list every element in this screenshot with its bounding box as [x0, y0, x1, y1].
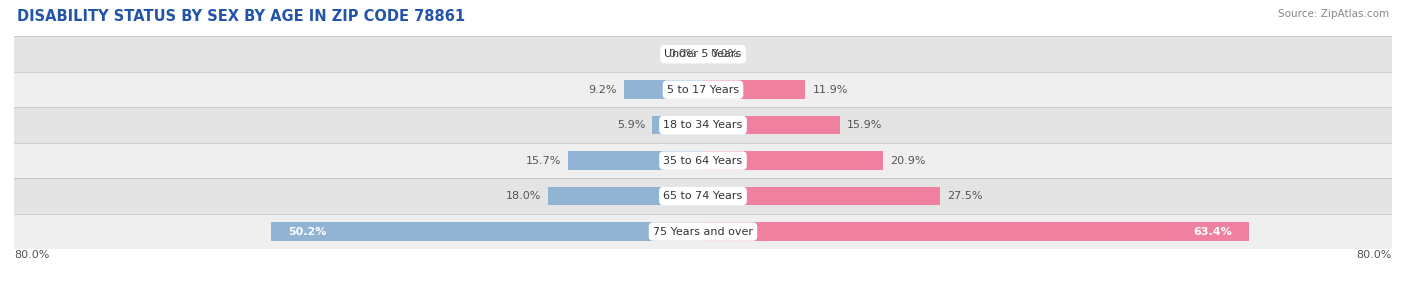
- Text: 5.9%: 5.9%: [617, 120, 645, 130]
- Text: 0.0%: 0.0%: [668, 49, 696, 59]
- Bar: [703, 81, 806, 99]
- Bar: [14, 107, 1392, 143]
- Text: 15.7%: 15.7%: [526, 156, 561, 166]
- Text: 35 to 64 Years: 35 to 64 Years: [664, 156, 742, 166]
- Bar: [568, 151, 703, 170]
- Text: 80.0%: 80.0%: [14, 250, 49, 260]
- Bar: [14, 36, 1392, 72]
- Text: 27.5%: 27.5%: [946, 191, 983, 201]
- Text: 5 to 17 Years: 5 to 17 Years: [666, 85, 740, 95]
- Text: 15.9%: 15.9%: [846, 120, 882, 130]
- Text: Source: ZipAtlas.com: Source: ZipAtlas.com: [1278, 9, 1389, 19]
- Text: DISABILITY STATUS BY SEX BY AGE IN ZIP CODE 78861: DISABILITY STATUS BY SEX BY AGE IN ZIP C…: [17, 9, 465, 24]
- Text: 11.9%: 11.9%: [813, 85, 848, 95]
- Text: Under 5 Years: Under 5 Years: [665, 49, 741, 59]
- Bar: [14, 178, 1392, 214]
- Bar: [624, 81, 703, 99]
- Text: 0.0%: 0.0%: [710, 49, 738, 59]
- Text: 50.2%: 50.2%: [288, 226, 326, 237]
- Text: 75 Years and over: 75 Years and over: [652, 226, 754, 237]
- Bar: [271, 222, 703, 241]
- Text: 9.2%: 9.2%: [588, 85, 617, 95]
- Text: 20.9%: 20.9%: [890, 156, 925, 166]
- Text: 63.4%: 63.4%: [1194, 226, 1232, 237]
- Text: 18.0%: 18.0%: [506, 191, 541, 201]
- Text: 80.0%: 80.0%: [1357, 250, 1392, 260]
- Bar: [703, 187, 939, 205]
- Legend: Male, Female: Male, Female: [638, 302, 768, 304]
- Bar: [652, 116, 703, 134]
- Bar: [703, 151, 883, 170]
- Text: 18 to 34 Years: 18 to 34 Years: [664, 120, 742, 130]
- Bar: [703, 116, 839, 134]
- Text: 65 to 74 Years: 65 to 74 Years: [664, 191, 742, 201]
- Bar: [703, 222, 1249, 241]
- Bar: [548, 187, 703, 205]
- Bar: [14, 143, 1392, 178]
- Bar: [14, 214, 1392, 249]
- Bar: [14, 72, 1392, 107]
